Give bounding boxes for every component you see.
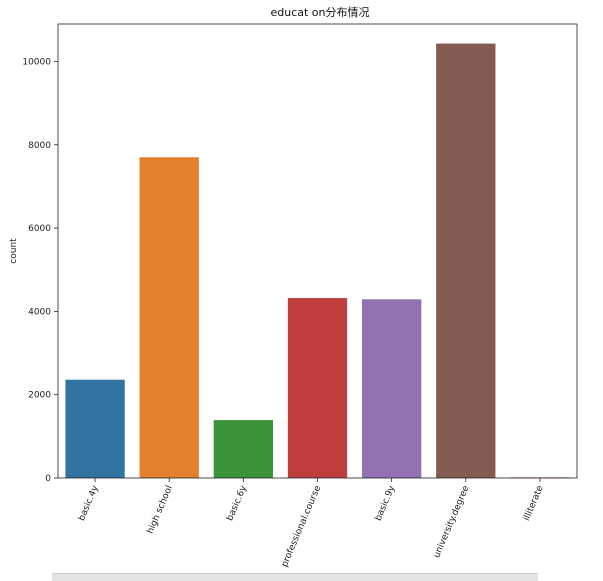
y-tick-label: 2000 <box>28 391 51 401</box>
x-tick-label: basic.4y <box>77 484 101 523</box>
x-tick-label: illiterate <box>522 484 546 523</box>
x-tick-label: high school <box>146 484 175 535</box>
chart-title: educat on分布情况 <box>270 6 369 19</box>
bar-university-degree <box>436 43 496 479</box>
x-tick-label: basic.9y <box>374 484 398 523</box>
y-tick-label: 0 <box>45 474 51 484</box>
plot-frame <box>57 23 578 479</box>
y-tick-label: 10000 <box>22 57 51 67</box>
bars-group <box>65 43 570 479</box>
horizontal-scrollbar[interactable] <box>52 573 538 581</box>
x-axis-ticks: basic.4y high school basic.6y professional.… <box>77 478 546 569</box>
y-axis-label: count <box>9 238 19 264</box>
y-tick-label: 4000 <box>28 307 51 317</box>
bar-basic-4y <box>65 379 125 478</box>
y-tick-label: 8000 <box>28 141 51 151</box>
x-tick-label: university.degree <box>432 484 472 560</box>
bar-high-school <box>139 157 199 478</box>
bar-basic-9y <box>361 299 422 478</box>
x-tick-label: basic.6y <box>225 484 249 523</box>
x-tick-label: professional.course <box>280 484 324 569</box>
y-axis-ticks: 0 2000 4000 6000 8000 10000 <box>22 57 58 484</box>
y-tick-label: 6000 <box>28 224 51 234</box>
bar-professional-course <box>287 298 348 478</box>
bar-basic-6y <box>213 420 274 478</box>
